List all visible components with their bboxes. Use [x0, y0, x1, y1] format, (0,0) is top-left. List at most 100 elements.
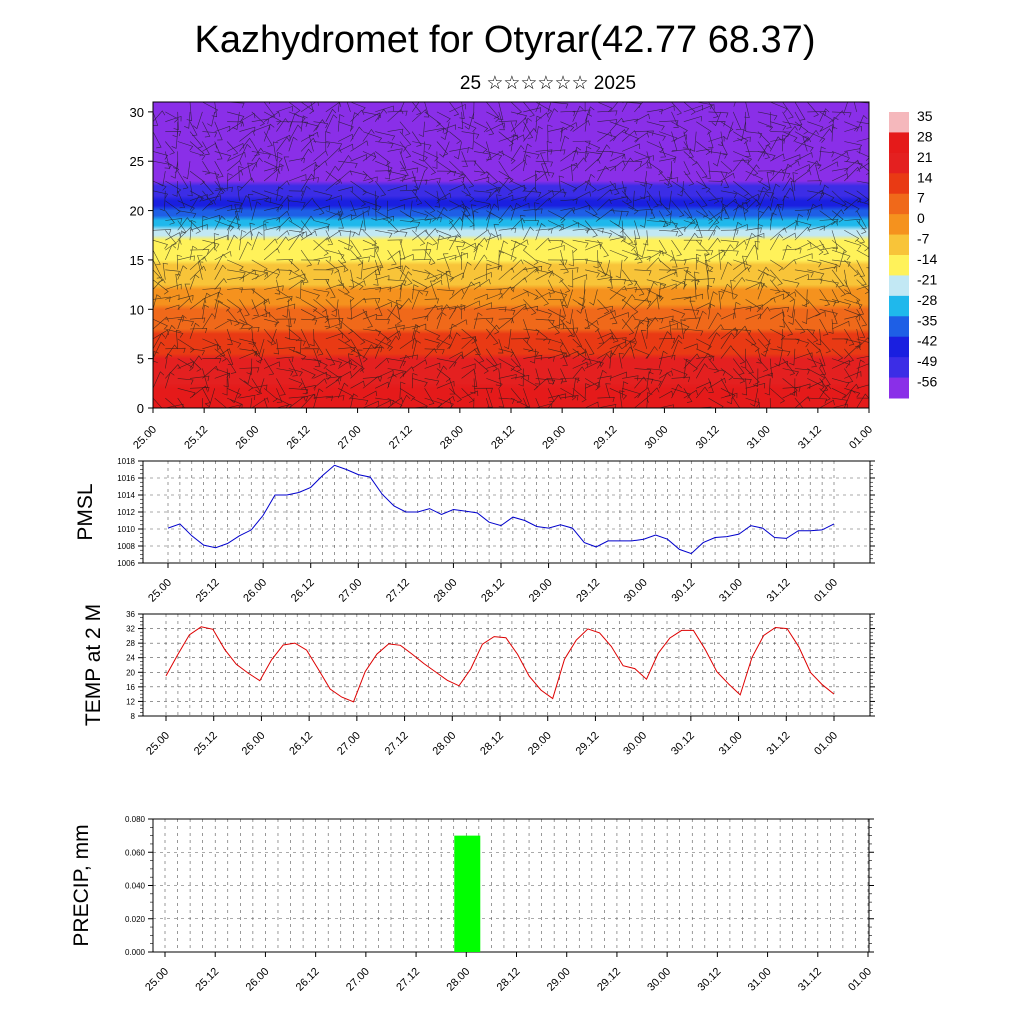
wind-barb	[696, 278, 715, 284]
wind-barb	[387, 358, 406, 367]
wind-barb	[202, 313, 216, 330]
wind-barb	[568, 250, 574, 267]
wind-barb	[868, 289, 869, 291]
wind-barb	[412, 359, 428, 369]
wind-barb	[609, 388, 628, 400]
wind-barb	[844, 328, 855, 346]
wind-barb	[535, 102, 553, 115]
wind-barb	[202, 180, 214, 196]
wind-barb	[239, 288, 255, 294]
wind-barb	[498, 134, 518, 142]
wind-barb	[337, 328, 351, 343]
wind-barb	[745, 164, 760, 182]
wind-barb	[263, 309, 280, 326]
wind-barb	[461, 363, 476, 369]
wind-barb	[461, 347, 479, 359]
wind-barb	[436, 380, 455, 389]
wind-barb	[461, 160, 477, 166]
wind-barb	[733, 102, 735, 103]
wind-barb	[683, 151, 698, 166]
wind-barb	[436, 365, 448, 379]
wind-barb	[423, 102, 430, 118]
x-tick-label: 25.12	[193, 966, 221, 994]
wind-barb	[399, 366, 415, 379]
wind-barb	[807, 204, 823, 211]
wind-barb	[165, 102, 166, 103]
wind-barb	[449, 203, 464, 211]
colorbar-label: 14	[917, 169, 933, 185]
wind-barb	[461, 328, 477, 344]
wind-barb	[325, 178, 342, 192]
wind-barb	[227, 269, 246, 278]
wind-barb	[424, 304, 439, 320]
wind-barb	[214, 348, 231, 359]
y-axis-label: PRECIP, mm	[70, 824, 93, 946]
wind-barb	[720, 312, 736, 320]
wind-barb	[560, 180, 578, 193]
wind-barb	[350, 190, 367, 207]
x-tick-label: 25.00	[143, 966, 171, 994]
wind-barb	[720, 102, 736, 107]
wind-barb	[671, 309, 686, 319]
wind-barb	[756, 348, 762, 364]
wind-barb	[770, 388, 786, 404]
wind-barb	[819, 151, 835, 158]
wind-barb	[708, 197, 723, 203]
wind-barb	[621, 269, 633, 286]
x-tick-label: 25.12	[194, 577, 222, 605]
wind-barb	[742, 255, 748, 270]
wind-barb	[226, 348, 234, 365]
wind-barb	[246, 358, 253, 375]
wind-barb	[510, 239, 528, 251]
wind-barb	[473, 293, 488, 300]
wind-barb	[214, 220, 234, 232]
wind-barb	[510, 202, 530, 211]
wind-barb	[844, 218, 861, 225]
wind-barb	[523, 121, 534, 139]
wind-barb	[171, 131, 178, 149]
colorbar-swatch	[889, 193, 909, 215]
wind-barb	[300, 215, 315, 231]
wind-barb	[202, 358, 222, 364]
wind-barb	[337, 259, 349, 273]
wind-barb	[634, 320, 644, 339]
wind-barb	[868, 230, 869, 244]
wind-barb	[560, 377, 580, 383]
wind-barb	[399, 131, 412, 147]
wind-barb	[658, 350, 668, 369]
wind-barb	[325, 299, 337, 313]
wind-barb	[375, 369, 394, 379]
wind-barb	[436, 170, 457, 177]
wind-barb	[523, 397, 528, 408]
wind-barb	[247, 193, 254, 211]
wind-barb	[584, 319, 599, 330]
wind-barb	[718, 290, 724, 310]
x-tick-label: 25.00	[146, 577, 174, 605]
wind-barb	[523, 299, 537, 316]
wind-barb	[844, 160, 863, 169]
wind-barb	[523, 348, 539, 357]
wind-barb	[263, 398, 268, 408]
wind-barb	[597, 375, 612, 381]
wind-barb	[177, 200, 195, 212]
wind-barb	[362, 328, 381, 337]
wind-barb	[732, 301, 741, 320]
wind-barb	[732, 358, 745, 375]
wind-barb	[856, 319, 866, 339]
x-tick-label: 29.00	[527, 577, 555, 605]
wind-barb	[189, 256, 207, 271]
wind-barb	[708, 180, 724, 187]
y-tick-label: 30	[130, 105, 144, 120]
wind-barb	[251, 111, 265, 127]
wind-barb	[745, 281, 763, 290]
wind-barb	[634, 368, 652, 375]
wind-barb	[226, 358, 237, 374]
wind-barb	[486, 318, 500, 335]
wind-barb	[498, 318, 514, 324]
wind-barb	[669, 320, 675, 339]
wind-barb	[153, 131, 162, 149]
wind-barb	[745, 338, 760, 352]
wind-barb	[634, 378, 654, 384]
wind-barb	[609, 236, 626, 242]
wind-barb	[473, 302, 492, 310]
